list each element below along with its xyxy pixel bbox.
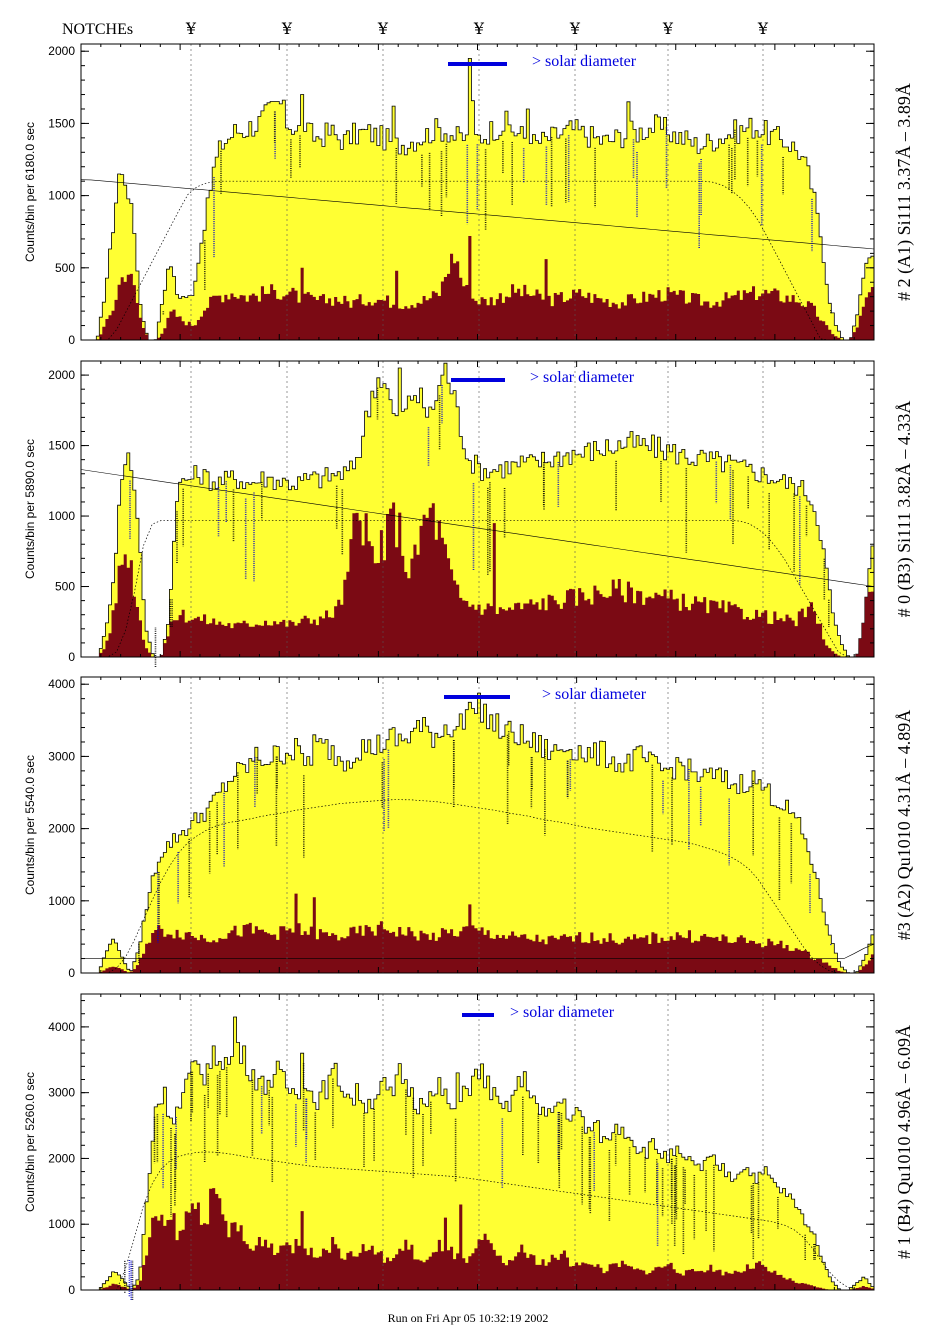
notch-marker: ¥ bbox=[473, 19, 485, 38]
notch-marker: ¥ bbox=[185, 19, 197, 38]
notch-header: NOTCHEs ¥ ¥ ¥ ¥ ¥ ¥ ¥ bbox=[62, 19, 769, 38]
continuum-fit-line bbox=[81, 943, 875, 959]
total-counts-histogram bbox=[81, 58, 875, 341]
y-tick-label: 4000 bbox=[48, 677, 75, 691]
total-counts-histogram bbox=[81, 692, 875, 974]
y-tick-label: 0 bbox=[68, 333, 75, 347]
y-tick-label: 3000 bbox=[48, 749, 75, 763]
detector-band-label: # 1 (B4) Qu1010 4.96Å – 6.09Å bbox=[894, 1025, 915, 1259]
y-tick-label: 2000 bbox=[48, 368, 75, 382]
y-tick-label: 1000 bbox=[48, 509, 75, 523]
solar-diameter-label: > solar diameter bbox=[530, 369, 635, 386]
model-dotted-line bbox=[81, 1151, 874, 1291]
panels: 0 500 1000 1500 2000 Counts/bin per 6180.0 se… bbox=[23, 43, 915, 1300]
y-tick-label: 0 bbox=[68, 650, 75, 664]
y-tick-label: 0 bbox=[68, 966, 75, 980]
y-tick-label: 1500 bbox=[48, 116, 75, 130]
y-tick-label: 1000 bbox=[48, 189, 75, 203]
y-tick-label: 4000 bbox=[48, 1020, 75, 1034]
y-tick-label: 2000 bbox=[48, 822, 75, 836]
total-counts-histogram bbox=[81, 1016, 875, 1291]
background-counts-histogram bbox=[81, 236, 874, 340]
total-counts-histogram bbox=[81, 362, 875, 658]
solar-diameter-label: > solar diameter bbox=[532, 53, 637, 70]
model-dotted-line bbox=[81, 519, 874, 658]
y-tick-label: 1500 bbox=[48, 439, 75, 453]
background-counts-histogram bbox=[81, 893, 874, 973]
y-tick-label: 0 bbox=[68, 1283, 75, 1297]
y-tick-label: 500 bbox=[55, 580, 75, 594]
background-counts-histogram bbox=[81, 502, 874, 657]
notch-marker: ¥ bbox=[377, 19, 389, 38]
continuum-fit-line bbox=[80, 179, 875, 250]
detector-band-label: # 2 (A1) Si111 3.37Å – 3.89Å bbox=[894, 83, 915, 301]
notches-label: NOTCHEs bbox=[62, 21, 133, 38]
y-tick-label: 500 bbox=[55, 261, 75, 275]
model-dotted-line bbox=[81, 180, 874, 341]
notch-marker: ¥ bbox=[281, 19, 293, 38]
line-id-annotations bbox=[138, 731, 832, 963]
notch-marker: ¥ bbox=[569, 19, 581, 38]
panel-2: 0 500 1000 1500 2000 Counts/bin per 5890.0 se… bbox=[23, 360, 915, 667]
background-counts-histogram bbox=[81, 1188, 874, 1290]
y-axis-label: Counts/bin per 5260.0 sec bbox=[23, 1072, 37, 1212]
y-tick-label: 1000 bbox=[48, 1217, 75, 1231]
panel-4: 0 1000 2000 3000 4000 Counts/bin per 5260.0 s… bbox=[23, 993, 915, 1300]
run-timestamp: Run on Fri Apr 05 10:32:19 2002 bbox=[388, 1311, 549, 1325]
solar-diameter-label: > solar diameter bbox=[542, 686, 647, 703]
continuum-fit-line bbox=[80, 469, 875, 587]
notch-marker: ¥ bbox=[662, 19, 674, 38]
detector-band-label: #3 (A2) Qu1010 4.31Å – 4.89Å bbox=[894, 710, 915, 940]
notch-marker: ¥ bbox=[757, 19, 769, 38]
y-tick-label: 1000 bbox=[48, 894, 75, 908]
y-axis-label: Counts/bin per 6180.0 sec bbox=[23, 122, 37, 262]
line-id-annotations bbox=[162, 111, 832, 315]
y-axis-label: Counts/bin per 5890.0 sec bbox=[23, 439, 37, 579]
line-id-annotations bbox=[124, 1063, 817, 1300]
y-tick-label: 3000 bbox=[48, 1086, 75, 1100]
line-id-annotations bbox=[129, 385, 830, 667]
detector-band-label: # 0 (B3) Si111 3.82Å – 4.33Å bbox=[894, 401, 915, 618]
solar-diameter-label: > solar diameter bbox=[510, 1004, 615, 1021]
y-tick-label: 2000 bbox=[48, 1151, 75, 1165]
y-axis-label: Counts/bin per 5540.0 sec bbox=[23, 755, 37, 895]
panel-3: 0 1000 2000 3000 4000 Counts/bin per 5540.0 s… bbox=[23, 676, 915, 980]
panel-1: 0 500 1000 1500 2000 Counts/bin per 6180.0 se… bbox=[23, 43, 915, 347]
y-tick-label: 2000 bbox=[48, 44, 75, 58]
